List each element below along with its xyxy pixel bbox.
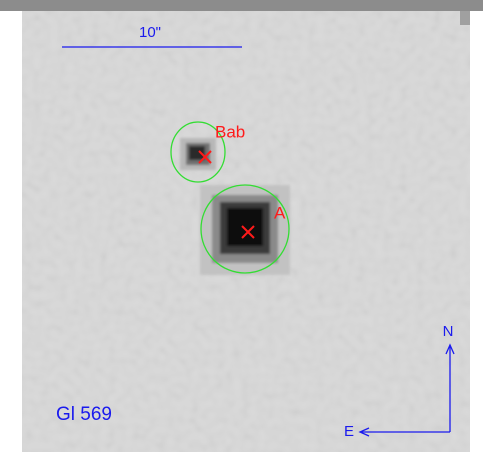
target-label: Gl 569 [56,404,112,425]
source-label: A [274,203,286,222]
east-arrowhead [358,427,370,437]
north-label: N [443,323,454,340]
scale-label: 10" [139,24,161,41]
star-core [227,208,263,246]
corner-patch [460,11,470,25]
a-circle [200,184,290,274]
star-bab [180,138,216,170]
north-arrowhead [445,343,455,355]
a-marker [241,225,255,239]
star-core [189,146,205,160]
bab-circle [170,121,226,183]
east-label: E [344,423,354,440]
source-label: Bab [215,122,245,141]
bab-marker [198,150,212,164]
top-border [0,0,483,11]
